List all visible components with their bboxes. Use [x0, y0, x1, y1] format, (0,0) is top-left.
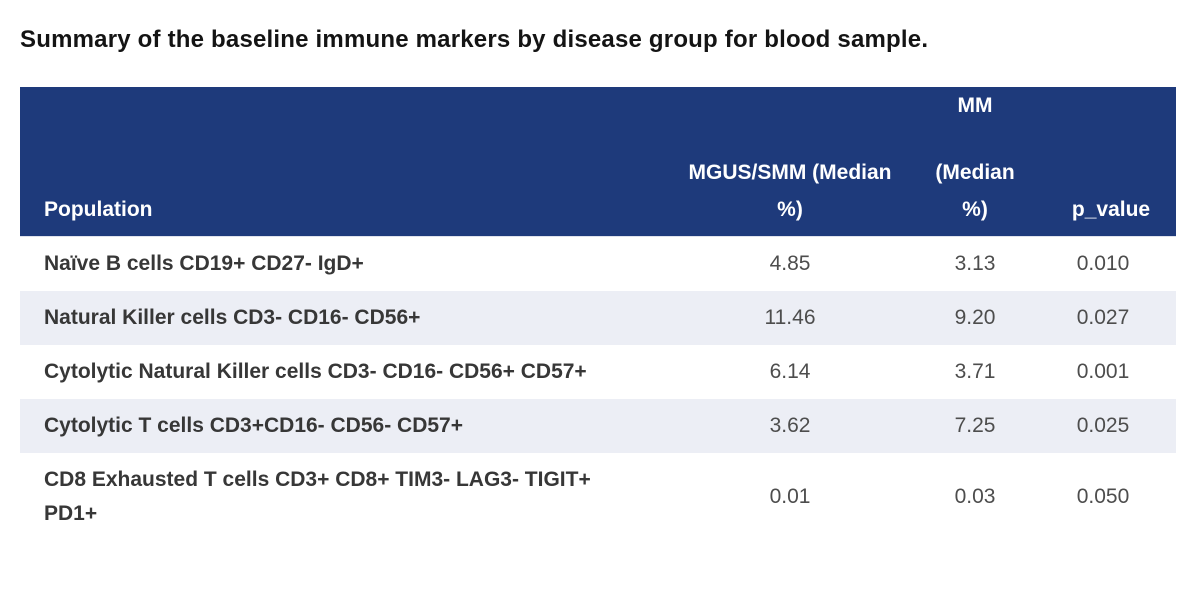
- header-row: Population MGUS/SMM (Median %) MM (Media…: [20, 87, 1176, 237]
- page: Summary of the baseline immune markers b…: [0, 26, 1200, 541]
- column-header-population: Population: [20, 87, 660, 237]
- p-value-cell: 0.010: [1076, 251, 1130, 275]
- population-cell: Cytolytic T cells CD3+CD16- CD56- CD57+: [44, 413, 463, 437]
- table-row: Cytolytic T cells CD3+CD16- CD56- CD57+ …: [20, 398, 1176, 453]
- p-value-cell: 0.025: [1076, 413, 1130, 437]
- mm-header-line2: %): [962, 197, 988, 221]
- table-row: Naïve B cells CD19+ CD27- IgD+ 4.85 3.13…: [20, 236, 1176, 291]
- mm-cell: 3.13: [954, 251, 996, 275]
- table-body: Naïve B cells CD19+ CD27- IgD+ 4.85 3.13…: [20, 236, 1176, 541]
- mm-cell: 3.71: [954, 359, 996, 383]
- p-value-cell: 0.050: [1076, 484, 1130, 508]
- mgus-smm-header-line1: MGUS/SMM (Median: [688, 160, 892, 184]
- immune-markers-table: Population MGUS/SMM (Median %) MM (Media…: [20, 87, 1176, 541]
- population-cell: Naïve B cells CD19+ CD27- IgD+: [44, 251, 364, 275]
- p-value-cell: 0.001: [1076, 359, 1130, 383]
- page-title: Summary of the baseline immune markers b…: [20, 26, 929, 53]
- mm-header-line1: (Median: [935, 160, 1015, 184]
- mgus-smm-header-line2: %): [777, 197, 803, 221]
- mm-cell: 9.20: [954, 305, 996, 329]
- p-value-cell: 0.027: [1076, 305, 1130, 329]
- column-header-p-value: p_value: [1030, 87, 1176, 237]
- table-row: CD8 Exhausted T cells CD3+ CD8+ TIM3- LA…: [20, 453, 1176, 541]
- mgus-smm-cell: 6.14: [769, 359, 811, 383]
- population-cell: CD8 Exhausted T cells CD3+ CD8+ TIM3- LA…: [44, 467, 591, 525]
- table-row: Cytolytic Natural Killer cells CD3- CD16…: [20, 345, 1176, 399]
- mgus-smm-cell: 3.62: [769, 413, 811, 437]
- population-cell: Cytolytic Natural Killer cells CD3- CD16…: [44, 359, 587, 383]
- column-header-mm: MM (Median %): [920, 87, 1030, 237]
- table-header: Population MGUS/SMM (Median %) MM (Media…: [20, 87, 1176, 237]
- mgus-smm-cell: 11.46: [764, 305, 816, 329]
- mgus-smm-cell: 0.01: [769, 484, 811, 508]
- mm-group-label: MM: [957, 94, 993, 117]
- column-header-mgus-smm: MGUS/SMM (Median %): [660, 87, 920, 237]
- population-cell: Natural Killer cells CD3- CD16- CD56+: [44, 305, 421, 329]
- table-row: Natural Killer cells CD3- CD16- CD56+ 11…: [20, 290, 1176, 345]
- mgus-smm-cell: 4.85: [769, 251, 811, 275]
- mm-cell: 7.25: [954, 413, 996, 437]
- mm-cell: 0.03: [954, 484, 996, 508]
